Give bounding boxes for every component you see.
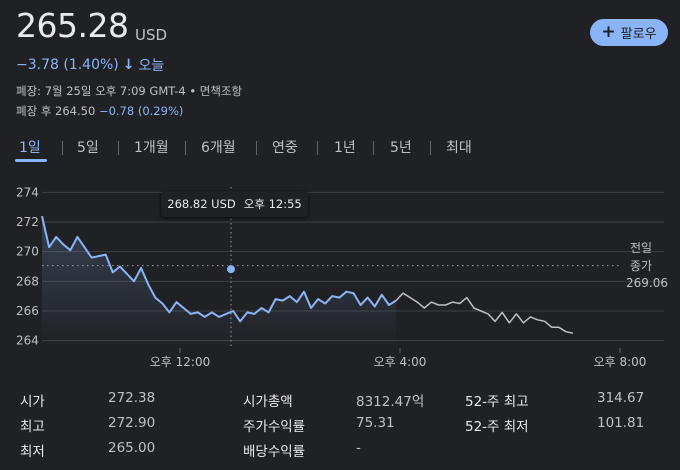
change-period: 오늘 (138, 58, 165, 74)
stat-open: 시가 272.38 (20, 390, 156, 410)
previous-close-label: 종가 (630, 259, 652, 273)
price-change: −3.78 (1.40%) ↓ 오늘 (16, 55, 164, 75)
y-tick-label: 264 (16, 334, 39, 348)
session-price-line (41, 215, 397, 323)
after-hours-info: 폐장 후 264.50 −0.78 (0.29%) (16, 103, 183, 119)
stat-pe-ratio: 주가수익률 75.31 (243, 415, 395, 435)
tab-divider (185, 141, 186, 155)
hover-marker (226, 264, 236, 275)
stat-dividend-yield: 배당수익률 - (243, 440, 361, 460)
range-tabs: 1일 5일 1개월 6개월 연중 1년 5년 최대 (0, 137, 680, 162)
change-value: −3.78 (1.40%) (16, 57, 119, 73)
previous-close-value: 269.06 (626, 276, 668, 290)
y-tick-label: 274 (16, 185, 39, 199)
after-hours-price-line (395, 292, 574, 334)
stat-52w-low: 52-주 최저 101.81 (465, 415, 645, 435)
tab-max[interactable]: 최대 (446, 140, 472, 156)
stat-low: 최저 265.00 (20, 440, 156, 460)
stat-52w-high: 52-주 최고 314.67 (465, 390, 645, 410)
follow-button[interactable]: + 팔로우 (590, 19, 668, 46)
y-tick-label: 268 (16, 274, 39, 288)
stat-high: 최고 272.90 (20, 415, 156, 435)
plus-icon: + (601, 22, 616, 42)
tab-5y[interactable]: 5년 (390, 140, 412, 156)
after-hours-change: −0.78 (0.29%) (98, 104, 184, 118)
x-tick-label: 오후 12:00 (150, 355, 210, 369)
y-tick-label: 272 (16, 215, 39, 229)
arrow-down-icon: ↓ (122, 57, 135, 73)
y-tick-label: 266 (16, 304, 39, 318)
stat-market-cap: 시가총액 8312.47억 (243, 394, 425, 410)
tab-1d[interactable]: 1일 (19, 140, 41, 156)
tab-5d[interactable]: 5일 (77, 140, 99, 156)
previous-close-label: 전일 (630, 241, 652, 255)
tab-1y[interactable]: 1년 (334, 140, 356, 156)
tab-divider (373, 141, 374, 155)
currency-label: USD (135, 26, 168, 44)
tab-ytd[interactable]: 연중 (272, 140, 298, 156)
active-tab-underline (15, 159, 47, 162)
tab-divider (317, 141, 318, 155)
close-info: 폐장: 7월 25일 오후 7:09 GMT-4 • 면책조항 (16, 84, 243, 98)
y-tick-label: 270 (16, 245, 39, 259)
tab-divider (118, 141, 119, 155)
tab-divider (430, 141, 431, 155)
tab-6m[interactable]: 6개월 (201, 140, 236, 156)
x-tick-label: 오후 8:00 (594, 355, 647, 369)
x-tick-label: 오후 4:00 (374, 355, 427, 369)
tooltip-price: 268.82 USD (167, 197, 236, 211)
price-chart[interactable]: 274 272 270 268 266 264 오후 12:00 오후 4:00 오후 8:00… (0, 165, 680, 380)
tab-1m[interactable]: 1개월 (134, 140, 169, 156)
after-hours-price: 폐장 후 264.50 (16, 104, 96, 118)
tab-divider (62, 141, 63, 155)
stock-price: 265.28 (16, 6, 129, 45)
chart-tooltip: 268.82 USD 오후 12:55 (161, 191, 308, 217)
follow-label: 팔로우 (620, 27, 657, 42)
tab-divider (256, 141, 257, 155)
tooltip-time: 오후 12:55 (243, 197, 302, 211)
session-area-fill (42, 216, 396, 348)
